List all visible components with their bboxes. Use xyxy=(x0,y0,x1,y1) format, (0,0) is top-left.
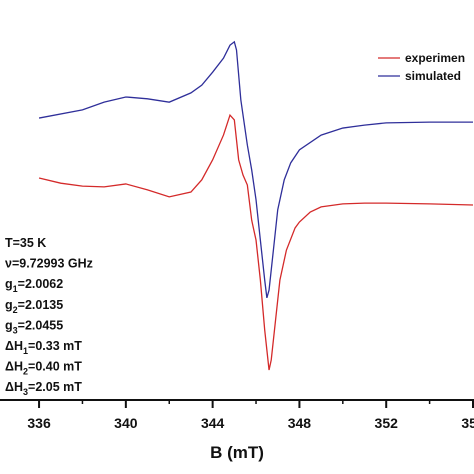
annotation-subscript: 1 xyxy=(23,346,28,356)
x-tick-label: 356 xyxy=(461,415,474,431)
annotation-value: =2.0455 xyxy=(18,318,64,332)
annotation-value: =2.0135 xyxy=(18,298,64,312)
annotation-base: ΔH xyxy=(5,339,23,353)
annotation: ΔH2=0.40 mT xyxy=(5,360,82,377)
legend-label: experimen xyxy=(405,51,465,65)
annotation-subscript: 2 xyxy=(23,367,28,377)
x-tick-label: 344 xyxy=(201,415,225,431)
annotation-value: =2.0062 xyxy=(18,277,64,291)
annotation: ΔH3=2.05 mT xyxy=(5,380,82,397)
annotation-subscript: 3 xyxy=(23,387,28,397)
series-line xyxy=(38,113,474,371)
annotation: g2=2.0135 xyxy=(5,298,63,315)
x-tick-label: 336 xyxy=(27,415,51,431)
annotation-subscript: 1 xyxy=(13,284,18,294)
annotation-base: g xyxy=(5,277,13,291)
annotation-base: g xyxy=(5,318,13,332)
annotation-subscript: 2 xyxy=(13,305,18,315)
annotation-base: g xyxy=(5,298,13,312)
annotation: ΔH1=0.33 mT xyxy=(5,339,82,356)
x-tick-label: 352 xyxy=(375,415,399,431)
annotation-base: ΔH xyxy=(5,360,23,374)
annotation-value: =0.33 mT xyxy=(28,339,82,353)
annotation-value: =0.40 mT xyxy=(28,360,82,374)
annotation: g1=2.0062 xyxy=(5,277,63,294)
annotation: T=35 K xyxy=(5,236,46,250)
x-tick-label: 340 xyxy=(114,415,138,431)
annotation: g3=2.0455 xyxy=(5,318,63,335)
annotation: ν=9.72993 GHz xyxy=(5,257,93,271)
x-tick-label: 348 xyxy=(288,415,312,431)
x-axis-label: B (mT) xyxy=(210,443,264,462)
annotation-value: =2.05 mT xyxy=(28,380,82,394)
legend-label: simulated xyxy=(405,69,461,83)
annotation-subscript: 3 xyxy=(13,325,18,335)
series-line xyxy=(38,40,473,299)
annotation-base: ΔH xyxy=(5,380,23,394)
